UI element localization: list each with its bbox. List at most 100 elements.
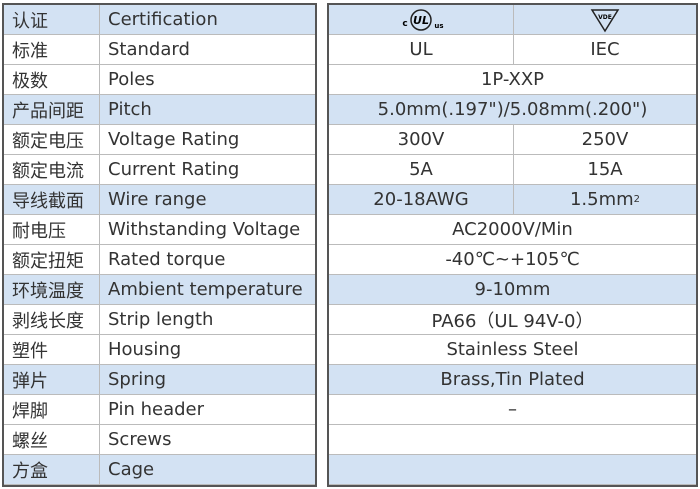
left-table: 认证 Certification 标准 Standard 极数 Poles 产品间距 Pitc… xyxy=(2,3,317,487)
label-zh: 方盒 xyxy=(4,455,100,485)
label-zh: 产品间距 xyxy=(12,100,84,122)
label-en: Certification xyxy=(100,5,315,35)
label-en: Rated torque xyxy=(108,249,226,270)
label-en: Spring xyxy=(100,365,315,395)
label-zh: 环境温度 xyxy=(12,280,84,302)
value: – xyxy=(329,395,696,425)
label-en: Screws xyxy=(108,429,172,450)
label-en: Housing xyxy=(100,335,315,365)
value: 15A xyxy=(514,155,696,185)
label-zh: 认证 xyxy=(12,10,48,32)
ul-mark: c UL us xyxy=(402,8,444,31)
value: Stainless Steel xyxy=(446,339,579,360)
label-en: Wire range xyxy=(108,189,207,210)
label-en: Pin header xyxy=(108,399,205,420)
label-en: Withstanding Voltage xyxy=(100,215,315,245)
label-en: Standard xyxy=(100,35,315,65)
value: 250V xyxy=(514,125,696,155)
value: 5.0mm(.197")/5.08mm(.200") xyxy=(377,99,648,120)
value: AC2000V/Min xyxy=(329,215,696,245)
label-zh: 弹片 xyxy=(12,370,48,392)
label-zh: 认证 xyxy=(4,5,100,35)
label-zh: 产品间距 xyxy=(4,95,100,125)
label-zh: 额定电压 xyxy=(12,130,84,152)
ul-logo: c UL us xyxy=(329,5,514,35)
value: 300V xyxy=(329,125,514,155)
right-table: c UL us VDE UL IEC 1P-XXP 5.0mm(.197")/5.08mm(.… xyxy=(327,3,698,487)
value xyxy=(329,425,696,455)
label-en: Strip length xyxy=(100,305,315,335)
value: PA66（UL 94V-0） xyxy=(431,310,594,332)
label-en: Voltage Rating xyxy=(100,125,315,155)
label-zh: 耐电压 xyxy=(4,215,100,245)
label-en: Ambient temperature xyxy=(108,279,303,300)
value: 20-18AWG xyxy=(329,185,514,215)
label-zh: 塑件 xyxy=(4,335,100,365)
label-zh: 导线截面 xyxy=(4,185,100,215)
label-en: Current Rating xyxy=(100,155,315,185)
label-zh: 额定扭矩 xyxy=(12,250,84,272)
label-zh: 耐电压 xyxy=(12,220,66,242)
label-en: Ambient temperature xyxy=(100,275,315,305)
value xyxy=(329,455,696,485)
value: 1P-XXP xyxy=(329,65,696,95)
value: -40℃~+105℃ xyxy=(445,249,580,270)
logo-us: us xyxy=(434,22,443,30)
label-en: Spring xyxy=(108,369,167,390)
label-zh: 导线截面 xyxy=(12,190,84,212)
value: 300V xyxy=(397,129,445,150)
label-en: Pin header xyxy=(100,395,315,425)
value: UL xyxy=(409,39,433,60)
value: 1.5mm xyxy=(569,189,634,210)
logo-ul: UL xyxy=(413,14,429,27)
value: IEC xyxy=(590,39,620,60)
label-en: Rated torque xyxy=(100,245,315,275)
vde-mark: VDE xyxy=(590,8,620,32)
label-en: Housing xyxy=(108,339,182,360)
label-zh: 螺丝 xyxy=(4,425,100,455)
label-zh: 剥线长度 xyxy=(4,305,100,335)
value: 20-18AWG xyxy=(373,189,469,210)
label-zh: 额定电流 xyxy=(12,160,84,182)
label-en: Screws xyxy=(100,425,315,455)
label-en: Poles xyxy=(108,69,155,90)
value: 1.5mm 2 xyxy=(514,185,696,215)
logo-c: c xyxy=(402,19,407,29)
label-zh: 极数 xyxy=(12,70,48,92)
label-en: Pitch xyxy=(100,95,315,125)
value: Brass,Tin Plated xyxy=(440,369,585,390)
label-zh: 标准 xyxy=(12,40,48,62)
value: PA66（UL 94V-0） xyxy=(329,305,696,335)
value: 250V xyxy=(581,129,629,150)
value: 5A xyxy=(409,159,433,180)
label-en: Pitch xyxy=(108,99,152,120)
vde-logo: VDE xyxy=(514,5,696,35)
value: 15A xyxy=(587,159,623,180)
value: 5A xyxy=(329,155,514,185)
label-zh: 焊脚 xyxy=(4,395,100,425)
value: 9-10mm xyxy=(474,279,551,300)
label-zh: 焊脚 xyxy=(12,400,48,422)
label-zh: 螺丝 xyxy=(12,430,48,452)
label-en: Certification xyxy=(108,9,218,30)
label-en: Cage xyxy=(108,459,155,480)
label-zh: 弹片 xyxy=(4,365,100,395)
value: 1P-XXP xyxy=(480,69,545,90)
label-en: Standard xyxy=(108,39,190,60)
value: 5.0mm(.197")/5.08mm(.200") xyxy=(329,95,696,125)
label-zh: 标准 xyxy=(4,35,100,65)
logo-vde: VDE xyxy=(598,14,612,21)
label-zh: 额定电压 xyxy=(4,125,100,155)
label-en: Withstanding Voltage xyxy=(108,219,301,240)
label-en: Poles xyxy=(100,65,315,95)
value: IEC xyxy=(514,35,696,65)
superscript: 2 xyxy=(633,194,641,205)
value: AC2000V/Min xyxy=(452,219,573,240)
label-en: Cage xyxy=(100,455,315,485)
label-zh: 额定扭矩 xyxy=(4,245,100,275)
value: -40℃~+105℃ xyxy=(329,245,696,275)
value: UL xyxy=(329,35,514,65)
label-en: Voltage Rating xyxy=(108,129,240,150)
label-en: Strip length xyxy=(108,309,214,330)
label-zh: 环境温度 xyxy=(4,275,100,305)
